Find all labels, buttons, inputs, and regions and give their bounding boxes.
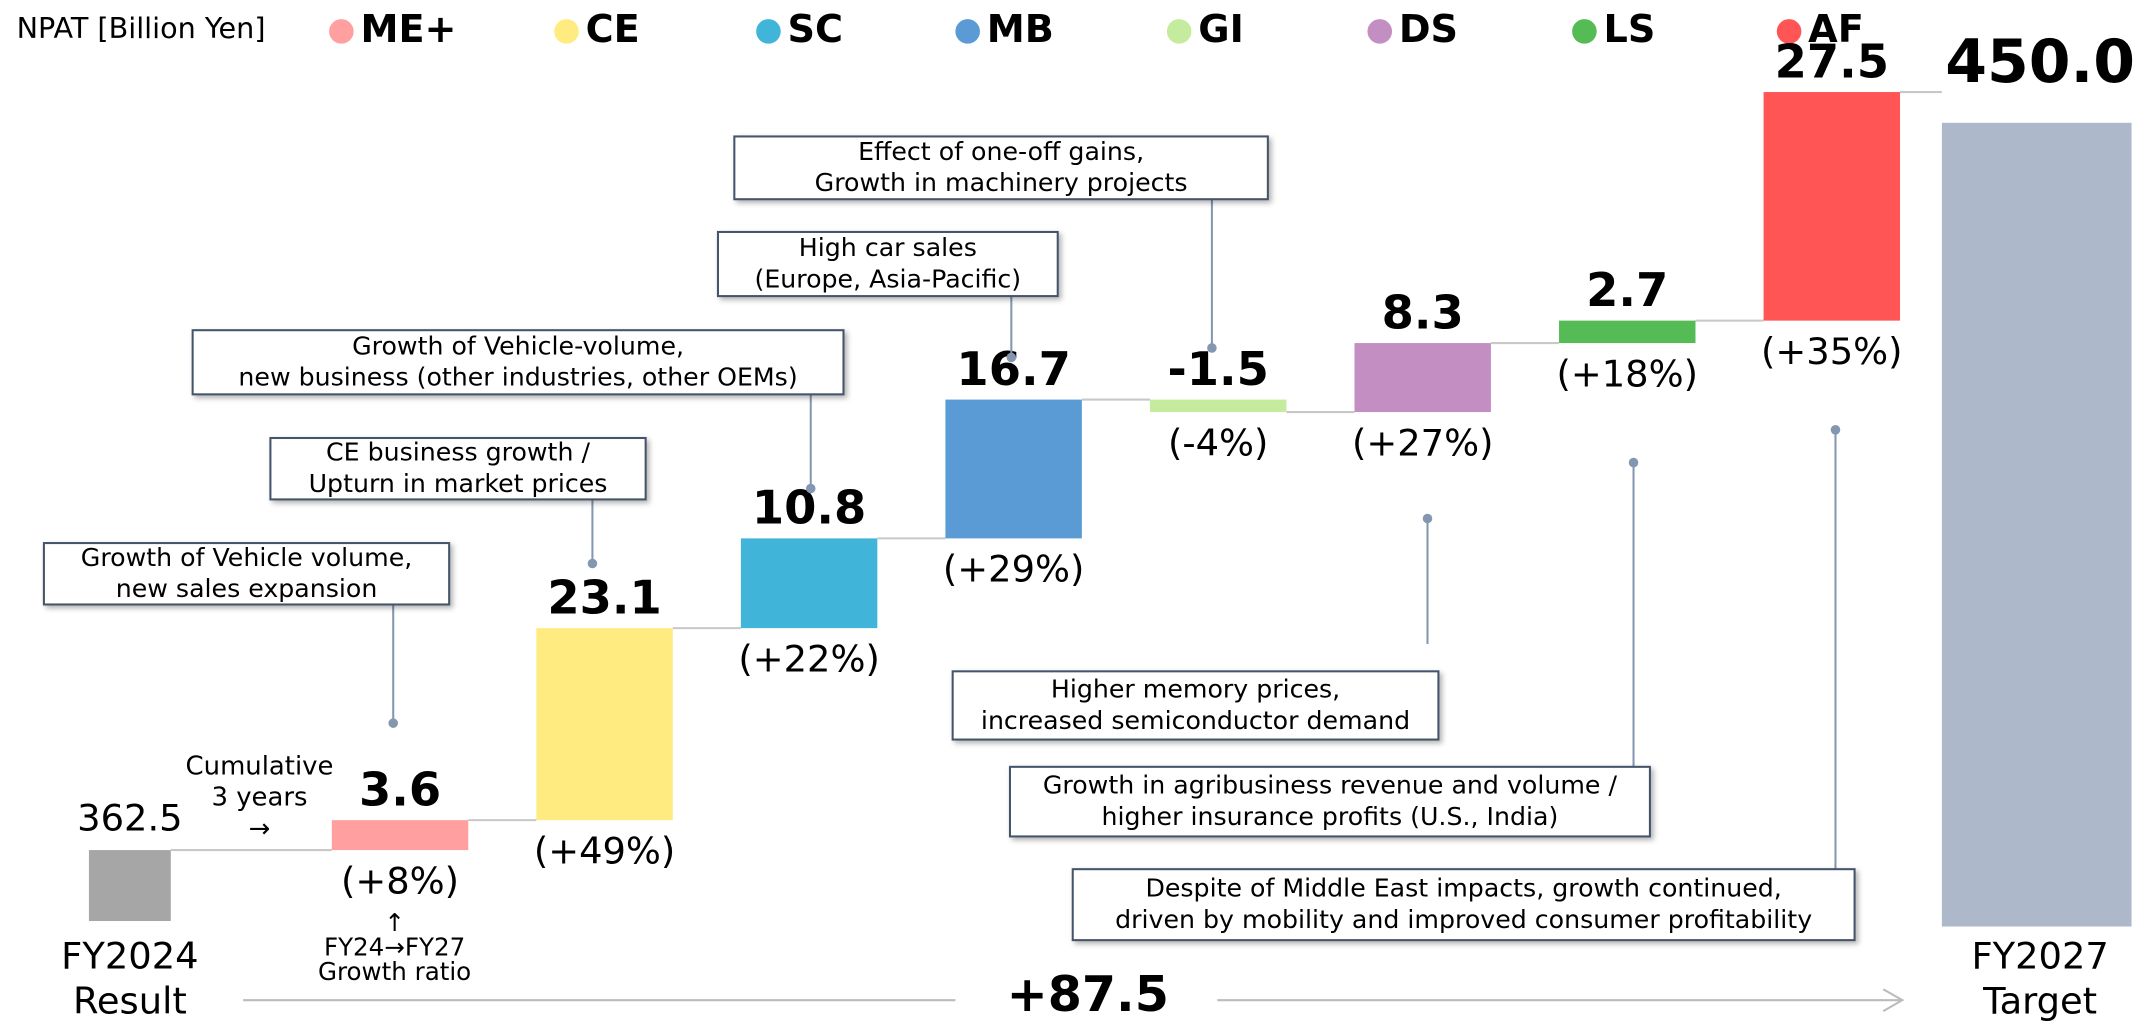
end-bar	[1941, 122, 2132, 927]
callout-dot	[1628, 457, 1639, 468]
growth-ratio: (+8%)	[341, 859, 459, 902]
growth-ratio: (+49%)	[534, 829, 675, 872]
annotation-text: driven by mobility and improved consumer…	[1115, 905, 1812, 934]
growth-ratio: (+22%)	[738, 637, 879, 680]
cumulative-note: →	[249, 814, 271, 844]
bar	[1559, 320, 1696, 344]
total-label: +87.5	[1007, 965, 1169, 1022]
value-label: 2.7	[1586, 263, 1668, 317]
bar	[536, 628, 673, 821]
value-label: 8.3	[1382, 285, 1464, 339]
legend-swatch	[1572, 19, 1597, 44]
callout-dot	[1422, 513, 1433, 524]
legend-swatch	[1776, 19, 1802, 44]
annotation-text: new sales expansion	[116, 574, 378, 603]
annotation-text: Effect of one-off gains,	[858, 137, 1144, 166]
growth-ratio: (-4%)	[1168, 421, 1268, 464]
annotation-text: (Europe, Asia-Pacific)	[755, 264, 1022, 293]
legend-swatch	[756, 19, 781, 44]
value-label: -1.5	[1167, 342, 1268, 396]
end-value: 450.0	[1945, 27, 2135, 97]
end-label: FY2027	[1971, 934, 2108, 977]
growth-ratio: (+18%)	[1557, 352, 1698, 395]
annotation-box	[1071, 868, 1856, 942]
legend-label: DS	[1399, 8, 1458, 52]
annotation-box	[269, 436, 647, 501]
bar	[1149, 399, 1287, 413]
growth-note: ↑	[384, 908, 405, 937]
bar	[740, 538, 878, 629]
value-label: 3.6	[359, 762, 441, 816]
legend-label: ME+	[360, 8, 456, 52]
annotation-text: higher insurance profits (U.S., India)	[1102, 802, 1559, 831]
callout-dot	[805, 483, 816, 494]
legend-label: CE	[586, 8, 640, 52]
bar	[1354, 343, 1491, 413]
arrow-head	[1882, 988, 1905, 1012]
annotation-box	[716, 230, 1059, 298]
start-value: 362.5	[77, 797, 182, 840]
annotation-box	[42, 542, 451, 606]
legend-label: SC	[788, 8, 844, 52]
annotation-text: new business (other industries, other OE…	[238, 363, 797, 392]
bar	[945, 399, 1082, 539]
annotation-text: Despite of Middle East impacts, growth c…	[1145, 874, 1781, 903]
annotation-box	[951, 670, 1440, 741]
growth-note: Growth ratio	[318, 957, 471, 986]
chart-title: NPAT [Billion Yen]	[17, 11, 266, 45]
annotation-text: Growth of Vehicle-volume,	[352, 331, 684, 360]
bar	[1763, 92, 1901, 321]
annotation-text: Upturn in market prices	[309, 469, 608, 498]
value-label: 16.7	[956, 342, 1070, 396]
end-label: Target	[1982, 979, 2097, 1022]
annotation-box	[1008, 765, 1651, 838]
annotation-box	[191, 329, 845, 396]
callout-dot	[1207, 343, 1217, 353]
callout-dot	[388, 718, 398, 728]
growth-note: FY24→FY27	[324, 932, 465, 961]
annotation-text: Growth of Vehicle volume,	[81, 543, 412, 572]
legend-swatch	[554, 19, 579, 44]
annotation-text: Growth in machinery projects	[815, 168, 1188, 197]
legend-swatch	[329, 19, 354, 44]
annotation-text: increased semiconductor demand	[981, 706, 1410, 735]
legend-swatch	[955, 19, 980, 44]
cumulative-note: Cumulative	[186, 751, 334, 781]
growth-ratio: (+29%)	[943, 548, 1084, 591]
annotation-text: High car sales	[799, 233, 977, 262]
annotation-text: CE business growth /	[326, 438, 590, 467]
growth-ratio: (+35%)	[1761, 330, 1902, 373]
annotation-text: Higher memory prices,	[1051, 674, 1340, 703]
legend-swatch	[1166, 19, 1192, 44]
legend-label: AF	[1808, 8, 1864, 52]
callout-dot	[1830, 425, 1841, 435]
start-label: FY2024	[61, 934, 198, 977]
cumulative-note: 3 years	[211, 783, 307, 813]
value-label: 23.1	[547, 570, 661, 624]
growth-ratio: (+27%)	[1352, 421, 1493, 464]
annotation-box	[733, 135, 1269, 201]
callout-dot	[587, 558, 598, 569]
start-bar	[88, 850, 171, 922]
legend-swatch	[1367, 19, 1393, 44]
callout-dot	[1006, 352, 1017, 363]
legend-label: GI	[1198, 8, 1244, 52]
value-label: 27.5	[1775, 34, 1889, 88]
legend-label: MB	[987, 8, 1054, 52]
bar	[331, 820, 469, 851]
start-label: Result	[73, 979, 187, 1022]
legend-label: LS	[1604, 8, 1656, 52]
annotation-text: Growth in agribusiness revenue and volum…	[1043, 771, 1618, 800]
